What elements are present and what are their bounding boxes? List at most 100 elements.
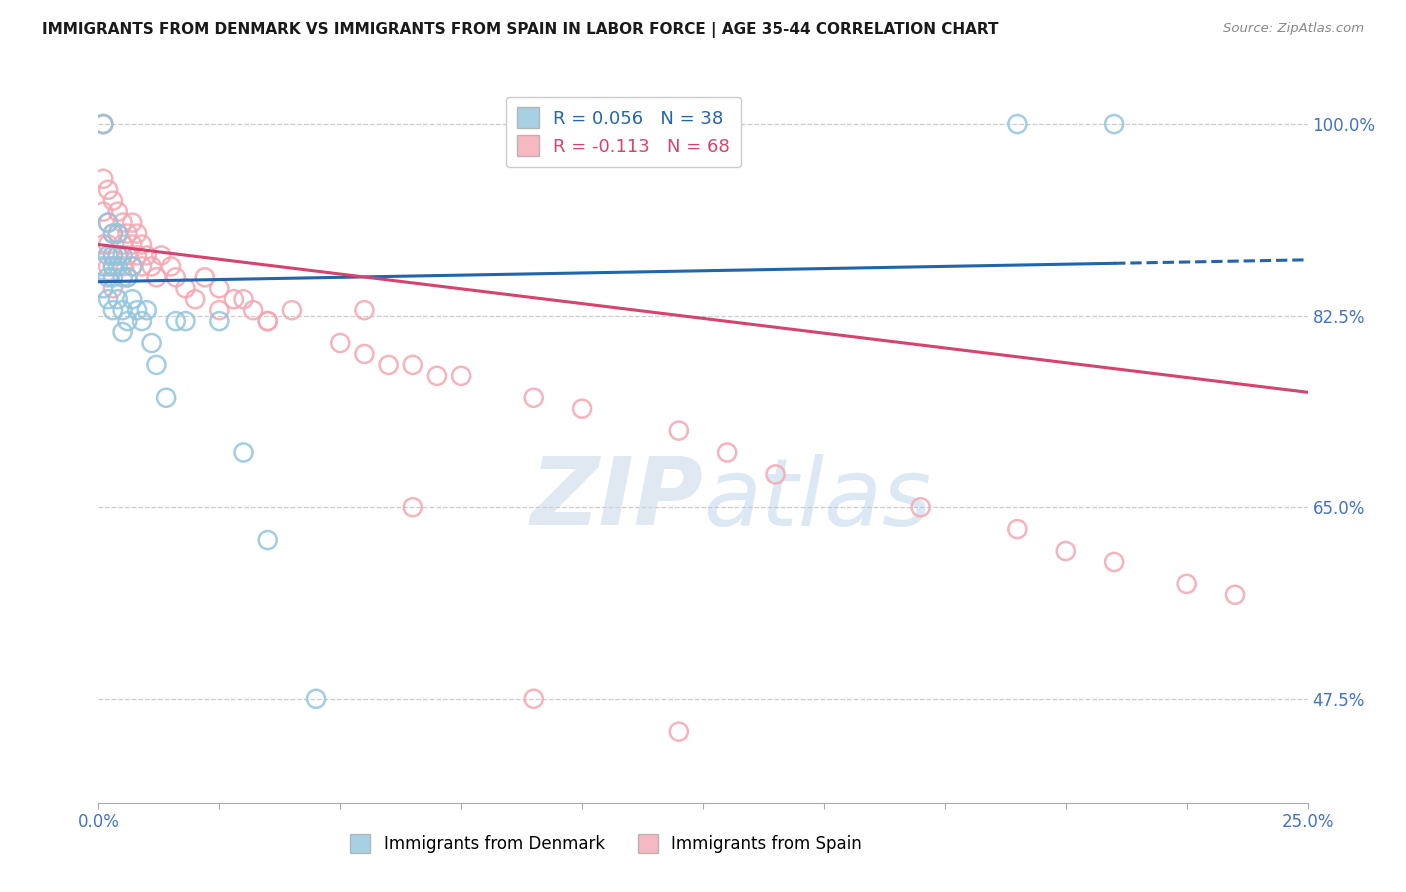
Point xyxy=(353,347,375,361)
Point xyxy=(121,237,143,252)
Point xyxy=(91,260,114,274)
Point xyxy=(97,216,120,230)
Point xyxy=(402,358,425,372)
Point xyxy=(1102,555,1125,569)
Point xyxy=(127,248,149,262)
Point xyxy=(101,227,124,241)
Point xyxy=(117,227,139,241)
Point xyxy=(155,391,177,405)
Point xyxy=(402,500,425,515)
Point xyxy=(111,270,134,285)
Point xyxy=(111,325,134,339)
Text: IMMIGRANTS FROM DENMARK VS IMMIGRANTS FROM SPAIN IN LABOR FORCE | AGE 35-44 CORR: IMMIGRANTS FROM DENMARK VS IMMIGRANTS FR… xyxy=(42,22,998,38)
Legend: Immigrants from Denmark, Immigrants from Spain: Immigrants from Denmark, Immigrants from… xyxy=(343,827,869,860)
Point xyxy=(141,260,163,274)
Point xyxy=(242,303,264,318)
Point xyxy=(208,314,231,328)
Point xyxy=(107,260,129,274)
Point xyxy=(1007,522,1029,536)
Point xyxy=(97,292,120,306)
Point xyxy=(1102,117,1125,131)
Point xyxy=(1175,577,1198,591)
Point xyxy=(97,270,120,285)
Point xyxy=(131,260,153,274)
Point xyxy=(117,314,139,328)
Point xyxy=(97,260,120,274)
Point xyxy=(426,368,449,383)
Point xyxy=(121,292,143,306)
Point xyxy=(117,270,139,285)
Point xyxy=(765,467,787,482)
Point xyxy=(101,281,124,295)
Point xyxy=(101,260,124,274)
Point xyxy=(101,194,124,208)
Point xyxy=(668,424,690,438)
Point xyxy=(91,204,114,219)
Point xyxy=(107,248,129,262)
Point xyxy=(256,533,278,547)
Point xyxy=(141,336,163,351)
Point xyxy=(117,248,139,262)
Point xyxy=(121,260,143,274)
Point xyxy=(127,303,149,318)
Point xyxy=(135,303,157,318)
Point xyxy=(1007,117,1029,131)
Point xyxy=(91,237,114,252)
Point xyxy=(101,270,124,285)
Point xyxy=(131,314,153,328)
Point xyxy=(165,270,187,285)
Point xyxy=(160,260,183,274)
Point xyxy=(1223,588,1246,602)
Point xyxy=(208,303,231,318)
Point xyxy=(571,401,593,416)
Text: Source: ZipAtlas.com: Source: ZipAtlas.com xyxy=(1223,22,1364,36)
Point xyxy=(194,270,217,285)
Point xyxy=(101,248,124,262)
Point xyxy=(523,691,546,706)
Point xyxy=(101,303,124,318)
Point xyxy=(232,445,254,459)
Point xyxy=(329,336,352,351)
Point xyxy=(222,292,245,306)
Point xyxy=(91,117,114,131)
Point xyxy=(107,204,129,219)
Point xyxy=(305,691,328,706)
Point xyxy=(174,281,197,295)
Point xyxy=(107,227,129,241)
Point xyxy=(91,281,114,295)
Point xyxy=(377,358,399,372)
Point xyxy=(145,270,167,285)
Point xyxy=(101,248,124,262)
Point xyxy=(111,248,134,262)
Point xyxy=(91,117,114,131)
Point xyxy=(232,292,254,306)
Point xyxy=(97,237,120,252)
Point xyxy=(174,314,197,328)
Point xyxy=(97,183,120,197)
Point xyxy=(165,314,187,328)
Point xyxy=(107,292,129,306)
Point xyxy=(91,171,114,186)
Point xyxy=(523,391,546,405)
Point xyxy=(107,248,129,262)
Point xyxy=(97,216,120,230)
Point xyxy=(91,117,114,131)
Point xyxy=(111,260,134,274)
Text: atlas: atlas xyxy=(703,454,931,545)
Point xyxy=(121,260,143,274)
Point xyxy=(111,303,134,318)
Point xyxy=(1054,544,1077,558)
Point xyxy=(135,248,157,262)
Point xyxy=(910,500,932,515)
Point xyxy=(353,303,375,318)
Point xyxy=(101,260,124,274)
Point xyxy=(107,227,129,241)
Point xyxy=(97,248,120,262)
Point xyxy=(131,237,153,252)
Point xyxy=(281,303,304,318)
Text: ZIP: ZIP xyxy=(530,453,703,545)
Point xyxy=(101,227,124,241)
Point xyxy=(117,270,139,285)
Point xyxy=(111,237,134,252)
Point xyxy=(150,248,173,262)
